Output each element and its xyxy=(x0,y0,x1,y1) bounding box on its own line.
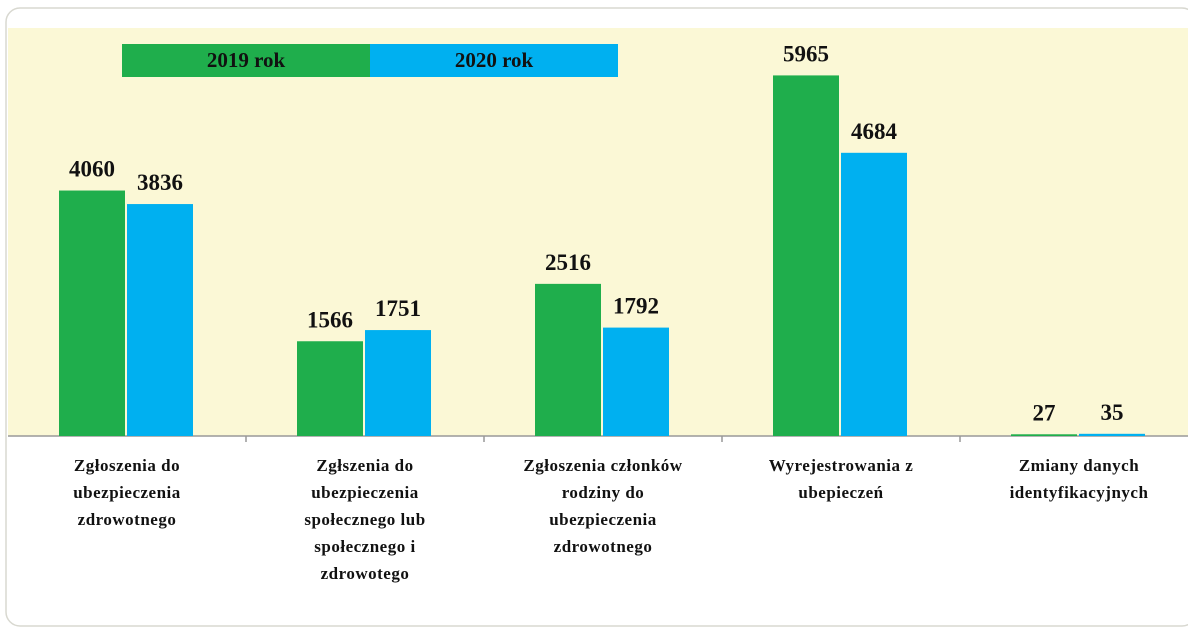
data-label: 5965 xyxy=(783,41,829,66)
bar-shade xyxy=(603,327,669,436)
x-tick-label: Zgłoszenia do ubezpieczenia zdrowotnego xyxy=(73,456,181,529)
bar-shade xyxy=(1011,434,1077,436)
bar-shade xyxy=(365,330,431,436)
data-label: 1566 xyxy=(307,307,353,332)
legend-label: 2020 rok xyxy=(455,48,534,72)
bar-shade xyxy=(535,283,601,436)
data-label: 4684 xyxy=(851,119,898,144)
data-label: 4060 xyxy=(69,157,115,182)
legend-swatch xyxy=(370,44,618,77)
legend-swatch xyxy=(122,44,370,77)
bar-shade xyxy=(127,204,193,436)
data-label: 35 xyxy=(1101,400,1124,425)
data-label: 3836 xyxy=(137,170,183,195)
x-tick-label: Zgłoszenia członków rodziny do ubezpiecz… xyxy=(523,456,683,556)
bar-shade xyxy=(1079,433,1145,436)
bar-shade xyxy=(297,341,363,436)
bar-shade xyxy=(773,75,839,437)
data-label: 1792 xyxy=(613,294,659,319)
x-tick-label: Zgłszenia do ubezpieczenia społecznego l… xyxy=(304,456,426,583)
bar-shade xyxy=(841,152,907,436)
x-tick-label: Zmiany danych identyfikacyjnych xyxy=(1009,456,1149,502)
bar-shade xyxy=(59,190,125,436)
data-label: 1751 xyxy=(375,296,421,321)
data-label: 27 xyxy=(1033,400,1056,425)
legend-label: 2019 rok xyxy=(207,48,286,72)
x-tick-label: Wyrejestrowania z ubepieczeń xyxy=(768,456,914,502)
data-label: 2516 xyxy=(545,250,591,275)
